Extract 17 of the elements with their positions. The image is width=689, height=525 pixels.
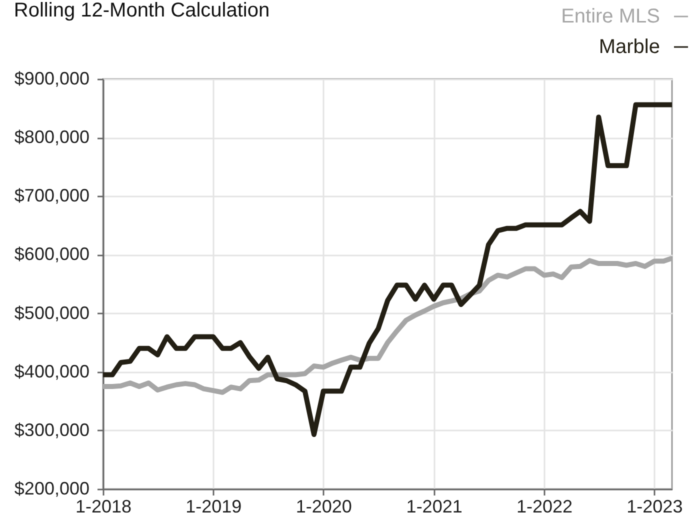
y-tick-label: $500,000 [14,302,90,323]
x-tick-label: 1-2020 [296,496,352,516]
legend-label: Entire MLS [561,6,660,28]
x-tick-label: 1-2022 [516,496,573,516]
y-tick-label: $700,000 [14,186,90,206]
x-tick-label: 1-2018 [75,496,132,516]
chart-title: Rolling 12-Month Calculation [14,0,270,22]
legend-label: Marble [598,36,660,58]
y-tick-label: $200,000 [14,478,90,498]
y-tick-label: $600,000 [14,244,90,264]
y-tick-label: $400,000 [14,361,90,382]
y-tick-label: $900,000 [14,68,90,88]
x-tick-label: 1-2023 [626,496,683,516]
y-tick-label: $800,000 [14,127,90,148]
y-tick-label: $300,000 [14,420,90,440]
x-tick-label: 1-2019 [186,496,242,516]
x-tick-label: 1-2021 [406,496,462,516]
